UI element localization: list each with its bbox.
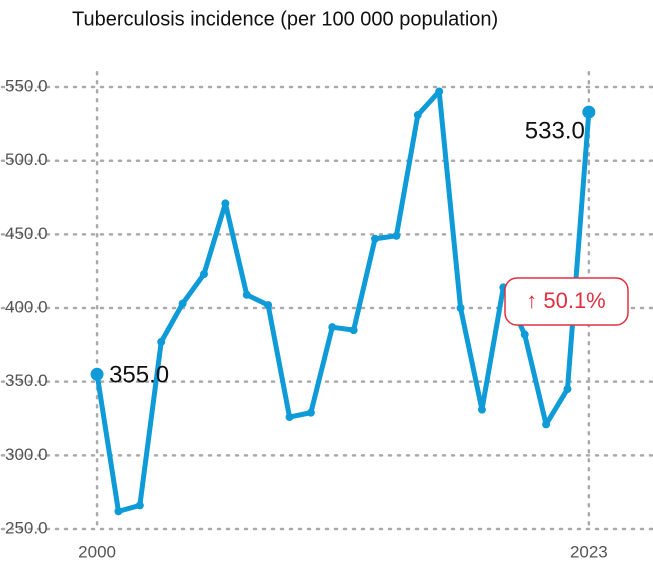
point xyxy=(435,87,444,96)
point xyxy=(178,299,187,308)
value-label: 355.0 xyxy=(109,362,169,389)
point xyxy=(413,111,422,120)
x-tick-label: 2023 xyxy=(570,542,608,561)
point xyxy=(264,301,273,310)
point xyxy=(135,501,144,510)
x-tick-label: 2000 xyxy=(78,542,116,561)
point xyxy=(520,330,529,339)
point xyxy=(349,326,358,335)
y-tick-label: 550.0 xyxy=(5,77,48,96)
point xyxy=(371,234,380,243)
point xyxy=(221,199,230,208)
y-tick-label: 250.0 xyxy=(5,518,48,537)
point xyxy=(90,367,104,381)
point xyxy=(114,507,123,516)
point xyxy=(285,413,294,422)
point xyxy=(392,231,401,240)
annotation-box xyxy=(504,277,629,326)
point xyxy=(542,420,551,429)
point xyxy=(157,337,166,346)
point xyxy=(582,105,596,119)
point xyxy=(199,270,208,279)
point xyxy=(477,405,486,414)
chart-title: Tuberculosis incidence (per 100 000 popu… xyxy=(72,8,498,30)
point xyxy=(306,408,315,417)
annotation-text: ↑ 50.1% xyxy=(526,288,606,313)
annotation: ↑ 50.1% xyxy=(504,277,629,326)
point xyxy=(456,304,465,313)
y-tick-label: 400.0 xyxy=(5,298,48,317)
point xyxy=(242,290,251,299)
value-label: 533.0 xyxy=(525,117,585,144)
point xyxy=(328,323,337,332)
y-tick-label: 300.0 xyxy=(5,445,48,464)
point xyxy=(563,385,572,394)
y-tick-label: 500.0 xyxy=(5,150,48,169)
y-tick-label: 350.0 xyxy=(5,371,48,390)
y-tick-label: 450.0 xyxy=(5,224,48,243)
